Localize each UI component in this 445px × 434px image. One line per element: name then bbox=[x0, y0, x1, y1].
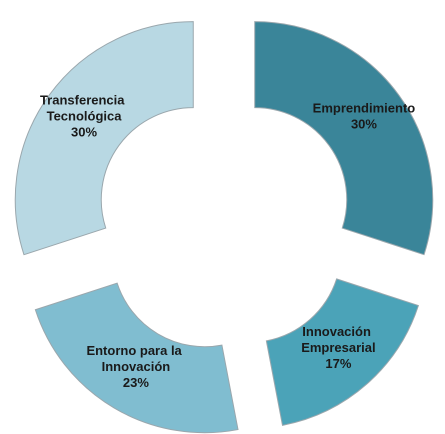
value-label: 23% bbox=[123, 375, 149, 390]
label-line: Transferencia bbox=[40, 92, 128, 107]
donut-segment bbox=[14, 21, 194, 256]
value-label: 17% bbox=[325, 356, 351, 371]
segment-label: Entorno para la Innovación bbox=[86, 343, 185, 374]
segment-label: Emprendimiento bbox=[313, 100, 416, 115]
donut-segment bbox=[254, 21, 434, 256]
label-line: Tecnológica bbox=[47, 108, 123, 123]
segment-label: Innovación Empresarial bbox=[301, 324, 375, 355]
donut-segment bbox=[265, 278, 420, 426]
value-label: 30% bbox=[351, 116, 377, 131]
label-line: Innovación bbox=[102, 359, 171, 374]
donut-segment bbox=[34, 282, 239, 434]
label-line: Emprendimiento bbox=[313, 100, 416, 115]
label-line: Innovación bbox=[302, 324, 374, 339]
value-label: 30% bbox=[71, 124, 97, 139]
label-line: Empresarial bbox=[301, 340, 375, 355]
segment-label: Transferencia Tecnológica bbox=[40, 92, 128, 123]
label-line: Entorno para la bbox=[86, 343, 185, 358]
